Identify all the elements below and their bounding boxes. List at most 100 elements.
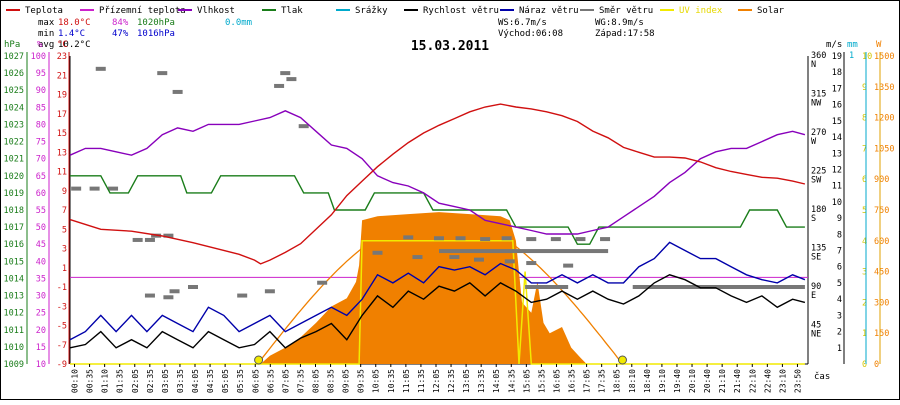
wind-dir-mark bbox=[526, 237, 537, 242]
x-tick-label: 07:35 bbox=[296, 369, 305, 393]
wind-dir-mark bbox=[434, 236, 444, 241]
x-tick-label: 10:35 bbox=[387, 369, 396, 393]
wind-dir-mark bbox=[550, 237, 561, 242]
x-tick-label: 05:35 bbox=[236, 369, 245, 393]
wind-dir-band bbox=[439, 249, 609, 254]
stats-min-press: 1016hPa bbox=[137, 29, 175, 39]
temperature-tick: 13 bbox=[57, 148, 67, 158]
uv-tick: 1 bbox=[862, 329, 867, 339]
legend-label: Směr větru bbox=[599, 6, 653, 16]
wind-dir-mark bbox=[95, 66, 106, 71]
pressure-tick: 1021 bbox=[4, 155, 24, 165]
x-tick-label: 12:05 bbox=[432, 369, 441, 393]
wind-dir-mark bbox=[274, 83, 285, 88]
temperature-axis-unit: °C bbox=[57, 40, 68, 50]
pressure-line bbox=[70, 175, 805, 245]
wind-speed-tick: 17 bbox=[832, 84, 842, 94]
humidity-tick: 60 bbox=[36, 189, 46, 199]
humidity-tick: 95 bbox=[36, 69, 46, 79]
wind-dir-name: E bbox=[811, 291, 816, 301]
wind-dir-tick: 360 bbox=[811, 51, 826, 61]
wind-speed-tick: 14 bbox=[832, 133, 842, 143]
uv-tick: 6 bbox=[862, 175, 867, 185]
wind-dir-mark bbox=[504, 259, 515, 264]
wind-dir-mark bbox=[412, 255, 423, 260]
x-tick-label: 13:05 bbox=[462, 369, 471, 393]
x-tick-label: 01:10 bbox=[101, 369, 110, 393]
wind-dir-mark bbox=[144, 237, 155, 242]
x-tick-label: 22:10 bbox=[748, 369, 757, 393]
humidity-axis-unit: % bbox=[37, 40, 43, 50]
pressure-tick: 1012 bbox=[4, 309, 24, 319]
wind-dir-name: SW bbox=[811, 176, 822, 186]
sunrise-time: Východ:06:08 bbox=[498, 29, 563, 39]
wind-dir-tick: 90 bbox=[811, 282, 821, 292]
uv-tick: 4 bbox=[862, 237, 867, 247]
humidity-tick: 15 bbox=[36, 343, 46, 353]
legend-label: Teplota bbox=[25, 6, 63, 16]
stats-max-label: max bbox=[38, 18, 55, 28]
x-tick-label: 03:05 bbox=[161, 369, 170, 393]
wind-dir-mark bbox=[286, 77, 297, 82]
wind-dir-mark bbox=[501, 236, 512, 241]
sun-marker bbox=[254, 355, 264, 365]
wind-dir-tick: 180 bbox=[811, 205, 826, 215]
plot-area bbox=[69, 66, 808, 365]
x-tick-label: 00:10 bbox=[71, 369, 80, 393]
temperature-tick: 9 bbox=[62, 187, 67, 197]
pressure-tick: 1017 bbox=[4, 223, 24, 233]
x-tick-label: 15:35 bbox=[537, 369, 546, 393]
wind-dir-mark bbox=[403, 235, 414, 240]
wind-dir-mark bbox=[563, 263, 574, 268]
wind-dir-tick: 315 bbox=[811, 90, 826, 100]
pressure-tick: 1023 bbox=[4, 120, 24, 130]
wind-speed-axis-unit: m/s bbox=[826, 40, 842, 50]
pressure-tick: 1011 bbox=[4, 326, 24, 336]
pressure-tick: 1019 bbox=[4, 189, 24, 199]
pressure-tick: 1018 bbox=[4, 206, 24, 216]
humidity-tick: 75 bbox=[36, 138, 46, 148]
wind-dir-mark bbox=[455, 236, 466, 241]
legend-label: Vlhkost bbox=[197, 6, 235, 16]
pressure-tick: 1020 bbox=[4, 172, 24, 182]
temperature-tick: -5 bbox=[57, 322, 67, 332]
temperature-tick: -7 bbox=[57, 341, 67, 351]
wind-dir-mark bbox=[163, 233, 174, 238]
solar-tick: 600 bbox=[874, 237, 889, 247]
x-tick-label: 09:35 bbox=[357, 369, 366, 393]
x-tick-label: 19:10 bbox=[658, 369, 667, 393]
temperature-tick: -9 bbox=[57, 360, 67, 370]
wind-dir-mark bbox=[473, 257, 484, 262]
x-tick-label: 23:50 bbox=[794, 369, 803, 393]
humidity-tick: 50 bbox=[36, 223, 46, 233]
wind-dir-mark bbox=[280, 71, 291, 76]
legend-label: Přízemní teplota bbox=[99, 6, 186, 16]
wind-dir-mark bbox=[449, 255, 460, 260]
x-tick-label: 04:35 bbox=[206, 369, 215, 393]
uv-tick: 0 bbox=[862, 360, 867, 370]
x-tick-label: 02:05 bbox=[131, 369, 140, 393]
wind-speed-tick: 2 bbox=[837, 328, 842, 338]
wind-dir-name: W bbox=[811, 137, 817, 147]
humidity-tick: 65 bbox=[36, 172, 46, 182]
wind-dir-name: NW bbox=[811, 99, 822, 109]
humidity-tick: 100 bbox=[31, 52, 46, 62]
x-tick-label: 15:05 bbox=[522, 369, 531, 393]
x-tick-label: 23:10 bbox=[778, 369, 787, 393]
stats-avg-temp: 10.2°C bbox=[58, 40, 91, 50]
temperature-tick: -3 bbox=[57, 302, 67, 312]
wind-speed-tick: 4 bbox=[837, 295, 842, 305]
x-tick-label: 06:35 bbox=[266, 369, 275, 393]
legend-label: Rychlost větru bbox=[423, 6, 499, 16]
y-axes: 1027102610251024102310221021102010191018… bbox=[4, 51, 895, 370]
legend-label: Náraz větru bbox=[519, 6, 579, 16]
temperature-line bbox=[69, 103, 806, 265]
wind-dir-tick: 270 bbox=[811, 128, 826, 138]
x-tick-label: 16:35 bbox=[568, 369, 577, 393]
solar-tick: 0 bbox=[874, 360, 879, 370]
pressure-tick: 1009 bbox=[4, 360, 24, 370]
wind-dir-mark bbox=[188, 285, 198, 289]
uv-tick: 10 bbox=[862, 52, 872, 62]
wind-dir-mark bbox=[317, 280, 328, 285]
